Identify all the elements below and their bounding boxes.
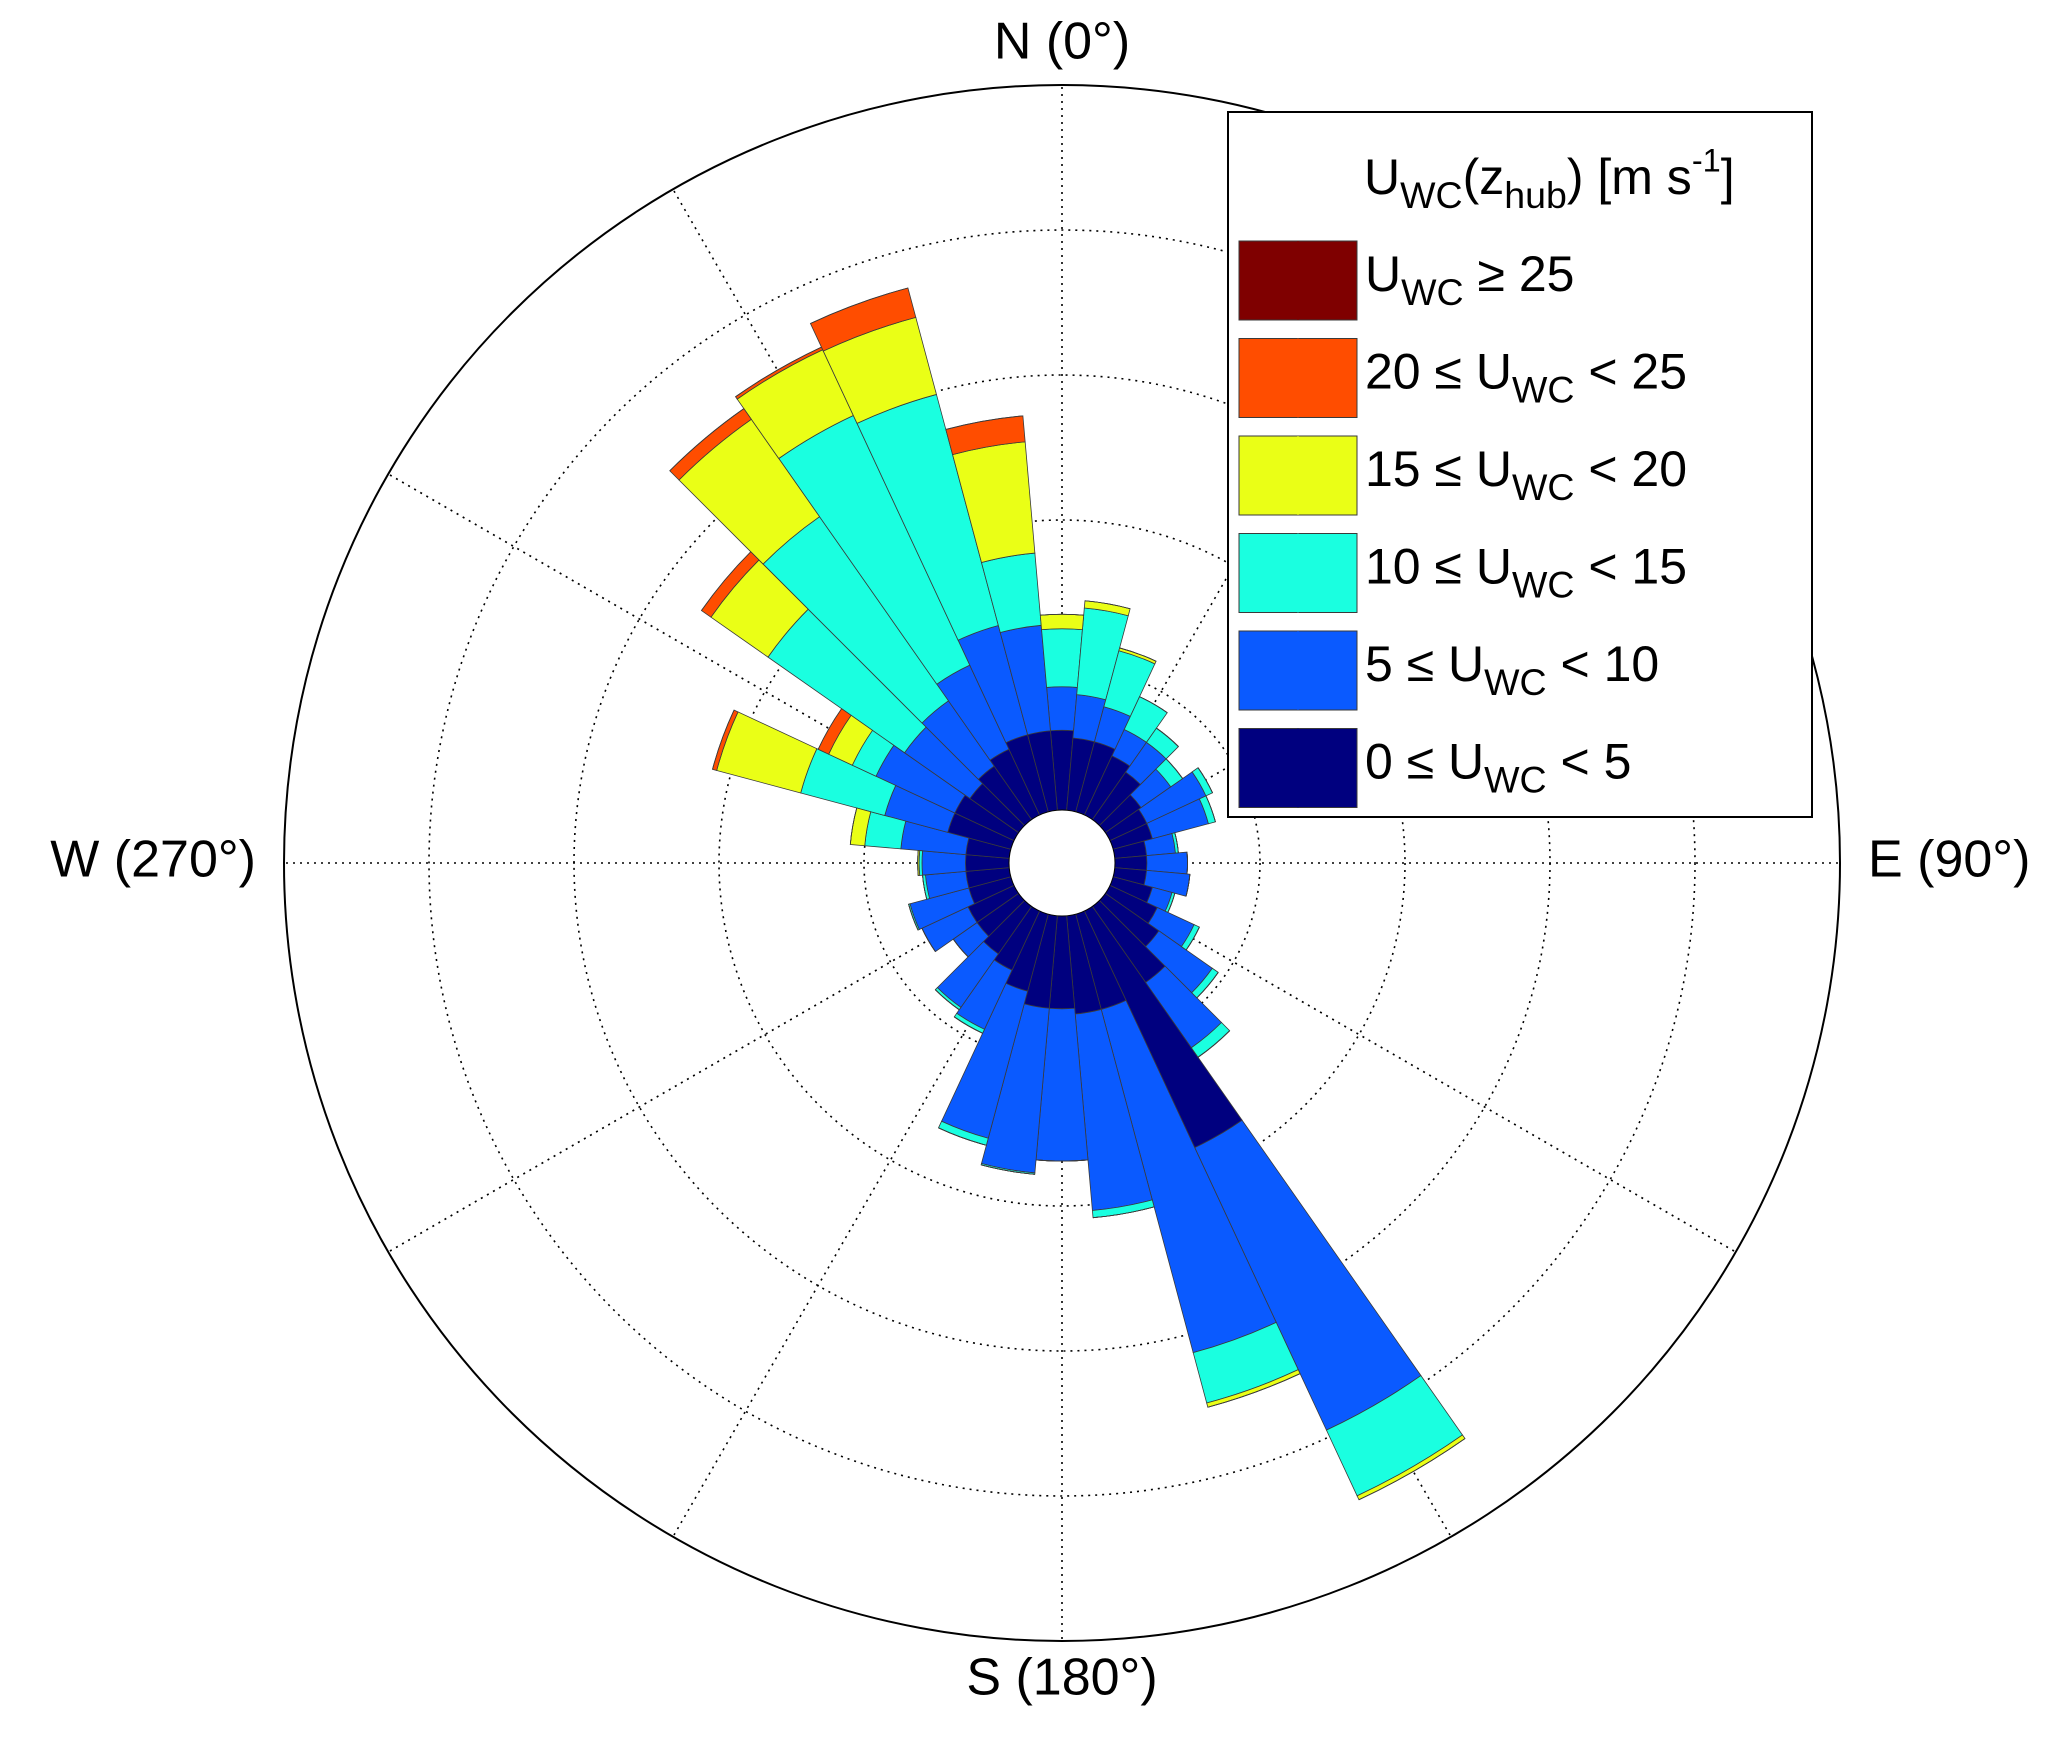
legend-label-part: ≥ 25	[1464, 246, 1575, 302]
legend-label: 5 ≤ UWC < 10	[1365, 636, 1659, 703]
legend-label-part: 20 ≤ U	[1365, 344, 1512, 400]
legend-label-part: 10 ≤ U	[1365, 539, 1512, 595]
wedge	[712, 709, 735, 770]
wedge	[1041, 628, 1083, 688]
legend-title-part: U	[1364, 149, 1400, 205]
direction-label: W (270°)	[50, 831, 256, 889]
legend-title-part: WC	[1400, 174, 1462, 216]
wedge	[1139, 696, 1168, 714]
wedge	[921, 850, 967, 876]
legend-title: UWC(zhub) [m s-1]	[1364, 143, 1735, 217]
wedge	[938, 1127, 987, 1146]
center-hole	[1008, 809, 1116, 917]
direction-label: S (180°)	[966, 1649, 1157, 1707]
wedge	[1207, 1373, 1301, 1408]
wedge	[922, 875, 928, 900]
legend-title-part: -1	[1692, 143, 1721, 179]
wedge	[701, 551, 752, 611]
wedge	[1084, 600, 1131, 610]
legend-title-part: ]	[1721, 149, 1735, 205]
wedge	[954, 1016, 983, 1034]
legend-label-part: < 5	[1547, 734, 1632, 790]
legend-label: 15 ≤ UWC < 20	[1365, 441, 1687, 508]
wedge	[1046, 686, 1078, 732]
legend-label-part: 5 ≤ U	[1365, 636, 1484, 692]
legend-label-part: U	[1365, 246, 1401, 302]
grid-circle	[428, 229, 1696, 1497]
direction-label: E (90°)	[1868, 831, 2030, 889]
legend-label: 20 ≤ UWC < 25	[1365, 344, 1687, 411]
legend-label: 10 ≤ UWC < 15	[1365, 539, 1687, 606]
grid-spoke	[1107, 473, 1737, 838]
legend-label-part: < 10	[1547, 636, 1660, 692]
legend-title-part: hub	[1504, 174, 1567, 216]
legend-label-part: WC	[1401, 271, 1463, 313]
legend-label-part: 15 ≤ U	[1365, 441, 1512, 497]
legend-label-part: WC	[1484, 661, 1546, 703]
legend-label-part: < 15	[1574, 539, 1687, 595]
legend-label-part: WC	[1512, 564, 1574, 606]
legend-label-part: WC	[1512, 369, 1574, 411]
wedge	[935, 989, 960, 1011]
legend-label-part: < 20	[1574, 441, 1687, 497]
wedge	[952, 938, 969, 958]
grid-spoke	[387, 888, 1017, 1253]
legend-label-part: WC	[1484, 759, 1546, 801]
legend-label-part: 0 ≤ U	[1365, 734, 1484, 790]
legend-label: UWC ≥ 25	[1365, 246, 1574, 313]
legend-label: 0 ≤ UWC < 5	[1365, 734, 1631, 801]
grid-spoke	[1107, 888, 1737, 1253]
legend-label-part: < 25	[1574, 344, 1687, 400]
legend-title-part: (z	[1463, 149, 1505, 205]
legend-label-part: WC	[1512, 466, 1574, 508]
direction-label: N (0°)	[994, 13, 1130, 71]
wedge	[945, 415, 1023, 430]
legend-title-part: ) [m s	[1567, 149, 1692, 205]
outer-circle	[283, 84, 1841, 1642]
wedge	[1167, 893, 1176, 913]
wedge	[1039, 613, 1085, 631]
grid-circle	[718, 519, 1406, 1207]
